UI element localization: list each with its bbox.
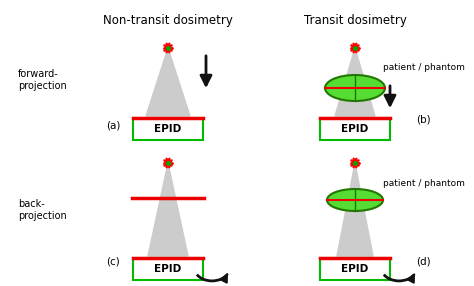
Text: EPID: EPID <box>341 124 369 134</box>
Text: forward-
projection: forward- projection <box>18 69 67 91</box>
Ellipse shape <box>327 189 383 211</box>
Text: Transit dosimetry: Transit dosimetry <box>303 14 406 27</box>
Text: patient / phantom: patient / phantom <box>383 63 465 72</box>
Polygon shape <box>146 48 190 116</box>
Text: (b): (b) <box>416 115 430 125</box>
Text: EPID: EPID <box>341 264 369 274</box>
Text: Non-transit dosimetry: Non-transit dosimetry <box>103 14 233 27</box>
Text: (a): (a) <box>106 120 120 130</box>
Bar <box>320 258 390 280</box>
Polygon shape <box>148 163 188 256</box>
Text: back-
projection: back- projection <box>18 199 67 221</box>
Polygon shape <box>337 163 373 256</box>
Text: (d): (d) <box>416 257 430 267</box>
Bar <box>133 118 203 140</box>
Text: EPID: EPID <box>155 124 182 134</box>
Bar <box>133 258 203 280</box>
Text: EPID: EPID <box>155 264 182 274</box>
Bar <box>320 118 390 140</box>
Text: (c): (c) <box>106 257 120 267</box>
Text: patient / phantom: patient / phantom <box>383 178 465 188</box>
Polygon shape <box>335 48 375 116</box>
Ellipse shape <box>325 75 385 101</box>
